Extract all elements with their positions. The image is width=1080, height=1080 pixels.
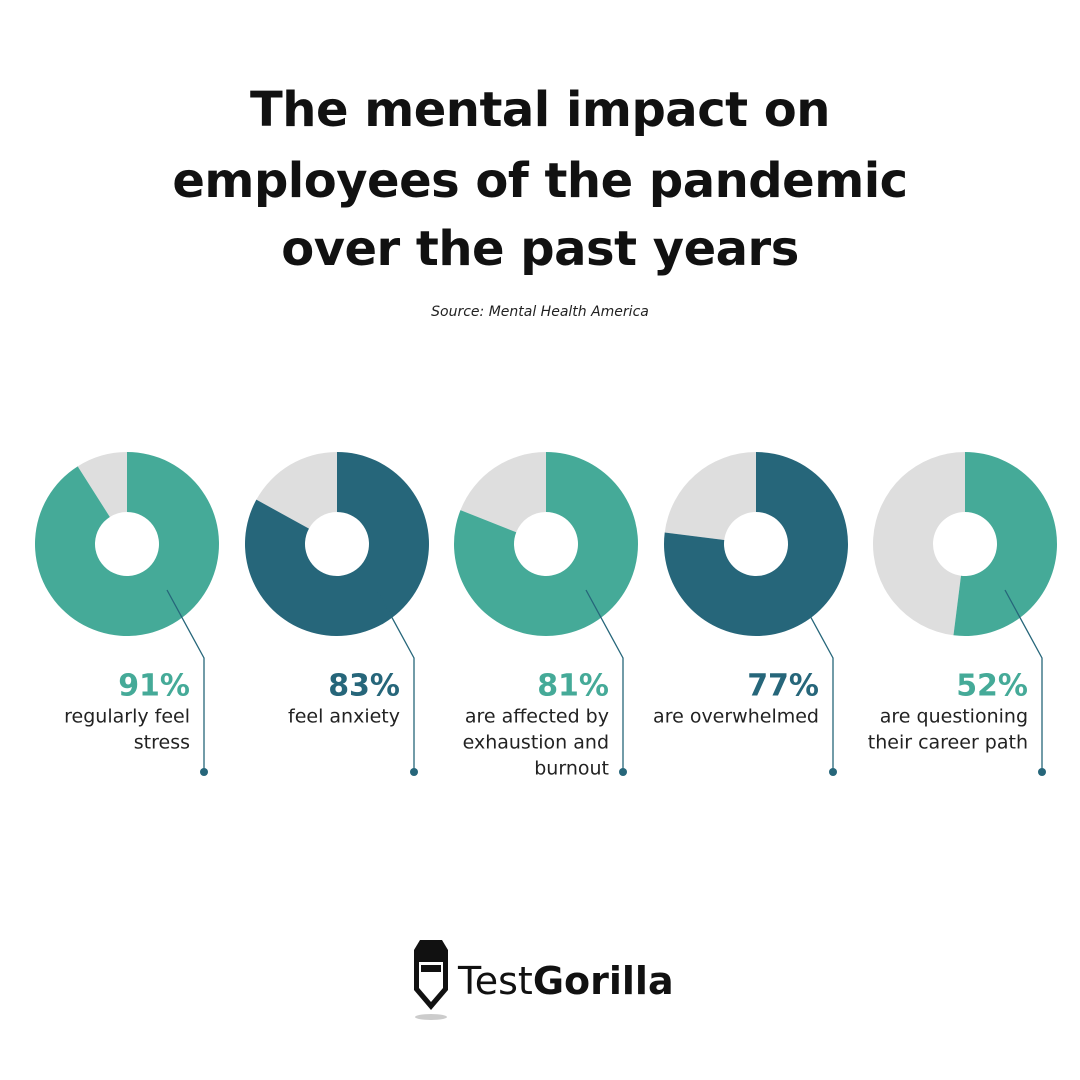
leader-line (166, 589, 205, 772)
description: feel anxiety (288, 706, 400, 728)
description: stress (134, 732, 190, 754)
leader-line (1004, 589, 1043, 772)
leader-dot (619, 768, 627, 776)
description: are affected by (465, 706, 609, 728)
leader-dot (410, 768, 418, 776)
leader-line (795, 589, 834, 772)
logo-shadow (415, 1014, 447, 1020)
percent-label: 52% (956, 669, 1028, 704)
logo: TestGorilla (414, 940, 674, 1020)
description: exhaustion and (463, 732, 609, 754)
leader-line (376, 589, 415, 772)
percent-label: 77% (747, 669, 819, 704)
title-line: The mental impact on (250, 82, 830, 138)
percent-label: 91% (118, 669, 190, 704)
donut-remainder (664, 452, 756, 540)
donut-remainder (460, 452, 546, 533)
donut-remainder (256, 452, 337, 529)
description: burnout (534, 758, 609, 780)
percent-label: 83% (328, 669, 400, 704)
leader-dot (200, 768, 208, 776)
donut-remainder (873, 452, 965, 636)
logo-icon-eyes (421, 965, 441, 972)
leader-dot (829, 768, 837, 776)
source: Source: Mental Health America (431, 304, 649, 320)
title-line: over the past years (281, 221, 799, 277)
leader-dot (1038, 768, 1046, 776)
logo-text: TestGorilla (457, 959, 674, 1003)
description: are overwhelmed (653, 706, 819, 728)
percent-label: 81% (537, 669, 609, 704)
description: regularly feel (64, 706, 190, 728)
donut-segment (34, 452, 220, 636)
description: their career path (868, 732, 1028, 754)
donut-segment (953, 452, 1057, 636)
logo-part: Gorilla (533, 959, 674, 1003)
donut-segment (454, 452, 639, 636)
description: are questioning (880, 706, 1028, 728)
logo-part: Test (457, 959, 533, 1003)
title-line: employees of the pandemic (172, 153, 907, 209)
leader-line (585, 589, 624, 772)
donut-segment (664, 452, 848, 637)
donut-segment (244, 452, 429, 636)
donut-remainder (77, 452, 127, 517)
